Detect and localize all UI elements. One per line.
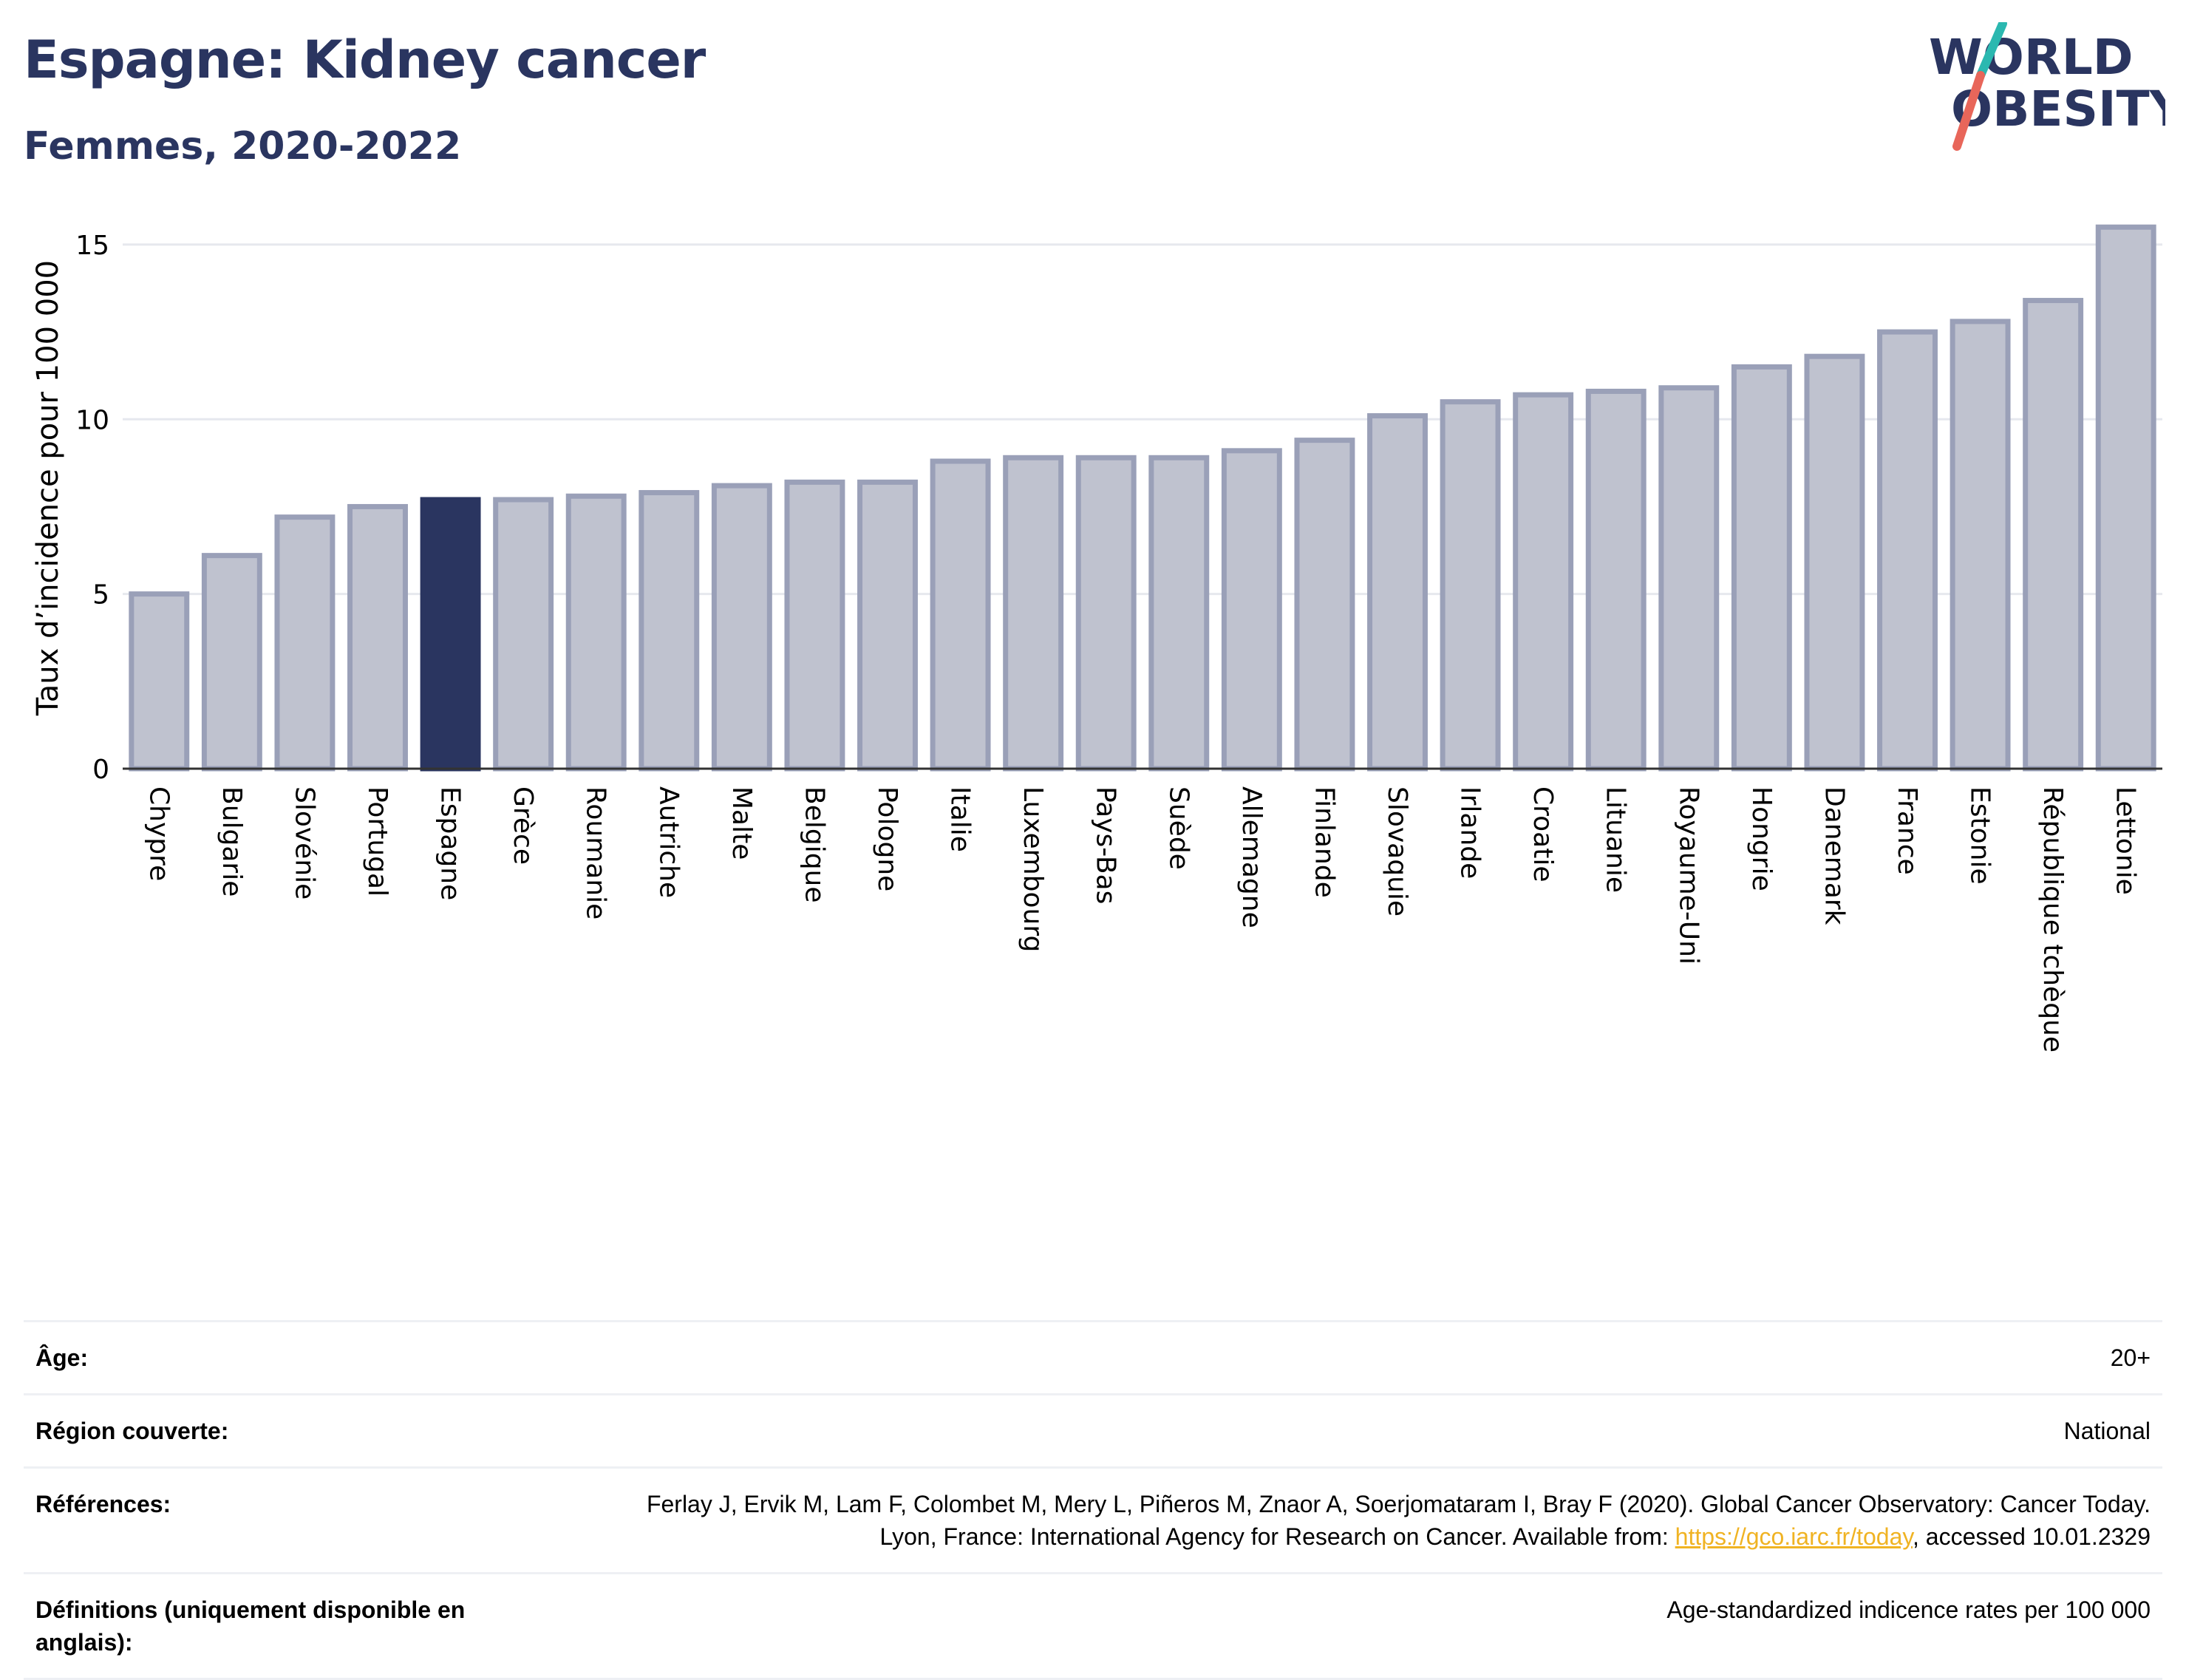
x-tick-label: France [1892,786,1922,875]
bar-finlande[interactable] [1294,438,1355,772]
meta-row-age: Âge: 20+ [24,1320,2162,1393]
bar-suède[interactable] [1148,455,1210,772]
meta-row-definitions: Définitions (uniquement disponible en an… [24,1572,2162,1680]
bar-hongrie[interactable] [1731,364,1792,772]
bar-lituanie[interactable] [1585,388,1647,772]
bar-pays-bas[interactable] [1075,455,1137,772]
x-tick-label: Suède [1163,786,1194,870]
logo-text-obesity: OBESITY [1951,81,2165,137]
bar-espagne[interactable] [420,497,481,772]
page-subtitle: Femmes, 2020-2022 [24,124,462,169]
x-tick-label: Royaume-Uni [1673,786,1703,965]
x-tick-label: Grèce [508,786,538,865]
labels: 0 5 10 15 Chypre Bulgarie Slovénie Portugal Espa… [75,231,2141,1052]
bar-danemark[interactable] [1804,353,1865,772]
x-tick-label: Autriche [653,786,684,898]
x-tick-label: République tchèque [2037,786,2068,1052]
bar-chart: 0 5 10 15 Chypre Bulgarie Slovénie Portugal Espa… [31,224,2162,1052]
x-tick-label: Belgique [799,786,829,903]
logo-slash-red [1952,71,1985,151]
x-tick-label: Bulgarie [217,786,247,897]
definitions-value: Age-standardized indicence rates per 100… [1666,1596,2151,1623]
x-tick-label: Roumanie [581,786,611,919]
references-text: Ferlay J, Ervik M, Lam F, Colombet M, Me… [646,1491,2151,1550]
y-axis-label: Taux d’incidence pour 100 000 [31,260,65,716]
x-tick-label: Croatie [1528,786,1558,882]
y-tick-label: 15 [75,231,109,261]
bar-pologne[interactable] [857,479,918,772]
bar-portugal[interactable] [347,503,408,772]
bar-estonie[interactable] [1950,319,2011,772]
age-value: 20+ [2110,1344,2151,1371]
x-tick-label: Slovénie [289,786,319,899]
x-tick-label: Finlande [1309,786,1339,898]
bar-slovaquie[interactable] [1367,413,1428,772]
age-label: Âge: [35,1344,89,1371]
bar-roumanie[interactable] [565,493,627,772]
x-tick-label: Estonie [1965,786,1995,885]
bar-france[interactable] [1877,329,1938,772]
x-tick-label: Pays-Bas [1091,786,1121,904]
references-label: Références: [35,1491,171,1517]
x-tick-label: Espagne [435,786,466,900]
bar-slovénie[interactable] [274,514,336,772]
references-link[interactable]: https://gco.iarc.fr/today [1675,1523,1913,1550]
x-tick-label: Hongrie [1746,786,1777,891]
x-tick-label: Allemagne [1236,786,1267,928]
bar-bulgarie[interactable] [201,553,262,772]
definitions-label: Définitions (uniquement disponible en an… [35,1596,466,1656]
bars [129,224,2156,772]
metadata-table: Âge: 20+ Région couverte: National Référ… [24,1320,2162,1680]
region-value: National [2063,1418,2151,1444]
bar-allemagne[interactable] [1221,448,1282,772]
bar-autriche[interactable] [639,490,700,772]
y-tick-label: 0 [92,755,109,785]
logo-text-world: WORLD [1929,29,2134,86]
bar-croatie[interactable] [1513,392,1574,772]
world-obesity-logo: WORLD OBESITY [1929,22,2165,151]
x-tick-label: Danemark [1819,786,1849,925]
x-tick-label: Chypre [143,786,174,881]
x-tick-label: Pologne [872,786,902,891]
bar-grèce[interactable] [493,497,554,772]
references-text-after: , accessed 10.01.2329 [1912,1523,2151,1550]
logo-slash-teal [1976,22,2007,80]
x-tick-label: Italie [945,786,975,852]
bar-malte[interactable] [711,483,772,772]
y-tick-label: 10 [75,405,109,435]
references-value: Ferlay J, Ervik M, Lam F, Colombet M, Me… [587,1469,2162,1572]
bar-chypre[interactable] [129,591,190,772]
bar-république-tchèque[interactable] [2023,298,2084,772]
page-title: Espagne: Kidney cancer [24,30,706,90]
x-tick-label: Luxembourg [1018,786,1048,952]
region-label: Région couverte: [35,1418,229,1444]
meta-row-region: Région couverte: National [24,1393,2162,1466]
x-tick-label: Slovaquie [1382,786,1412,916]
x-tick-label: Lettonie [2111,786,2141,895]
x-tick-label: Malte [726,786,757,860]
bar-lettonie[interactable] [2095,224,2156,772]
bar-belgique[interactable] [784,479,845,772]
x-tick-label: Lituanie [1601,786,1631,893]
meta-row-references: Références: Ferlay J, Ervik M, Lam F, Co… [24,1466,2162,1572]
bar-luxembourg[interactable] [1003,455,1064,772]
x-tick-label: Portugal [362,786,392,897]
bar-italie[interactable] [930,458,991,772]
y-tick-label: 5 [92,580,109,611]
bar-irlande[interactable] [1440,399,1501,772]
x-tick-label: Irlande [1455,786,1485,879]
bar-royaume-uni[interactable] [1658,385,1720,772]
